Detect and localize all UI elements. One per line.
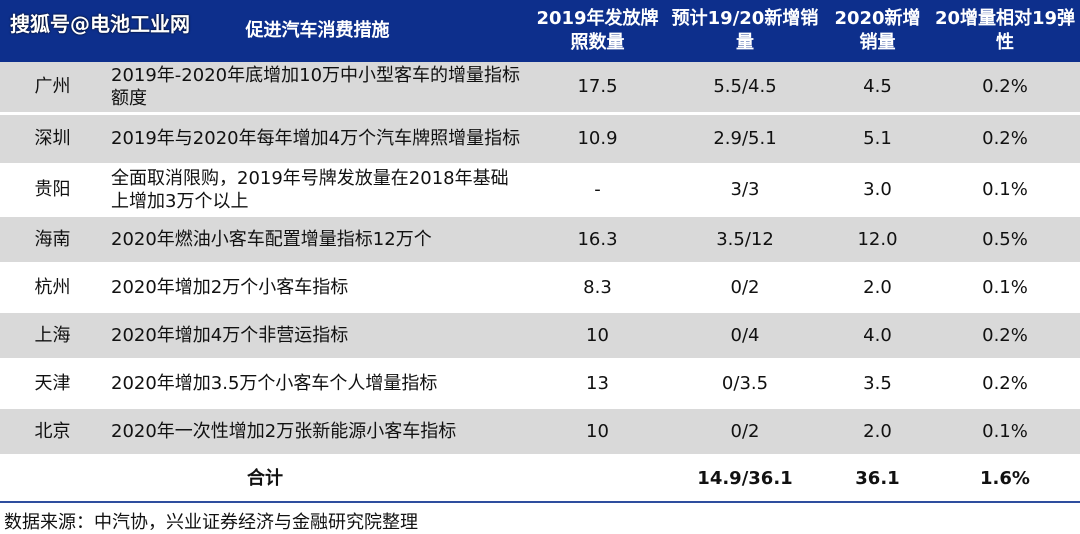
- measure-cell: 全面取消限购，2019年号牌发放量在2018年基础上增加3万个以上: [105, 164, 530, 217]
- measure-cell: 2020年一次性增加2万张新能源小客车指标: [105, 407, 530, 457]
- value-cell: 17.5: [530, 62, 665, 115]
- value-cell: 0.1%: [930, 164, 1080, 217]
- table-row: 杭州 2020年增加2万个小客车指标 8.3 0/2 2.0 0.1%: [0, 263, 1080, 313]
- value-cell: 12.0: [825, 215, 930, 265]
- city-cell: 贵阳: [0, 164, 105, 217]
- watermark: 搜狐号@电池工业网: [10, 12, 190, 36]
- value-cell: 0.5%: [930, 215, 1080, 265]
- measure-cell: 2020年增加2万个小客车指标: [105, 263, 530, 313]
- city-cell: 广州: [0, 62, 105, 115]
- column-header: [0, 0, 105, 62]
- measure-cell: 2019年与2020年每年增加4万个汽车牌照增量指标: [105, 113, 530, 166]
- value-cell: -: [530, 164, 665, 217]
- table-row: 贵阳 全面取消限购，2019年号牌发放量在2018年基础上增加3万个以上 -3/3 3…: [0, 164, 1080, 217]
- value-cell: 16.3: [530, 215, 665, 265]
- value-cell: 0/2: [665, 263, 825, 313]
- table-row: 北京 2020年一次性增加2万张新能源小客车指标 10 0/2 2.0 0.1%: [0, 407, 1080, 457]
- value-cell: 10: [530, 407, 665, 457]
- value-cell: 0/4: [665, 311, 825, 361]
- value-cell: 5.1: [825, 113, 930, 166]
- table-row: 广州 2019年-2020年底增加10万中小型客车的增量指标额度 17.5 5.5/4…: [0, 62, 1080, 115]
- column-header: 促进汽车消费措施: [105, 0, 530, 62]
- value-cell: 2.9/5.1: [665, 113, 825, 166]
- data-table: 促进汽车消费措施 2019年发放牌照数量 预计19/20新增销量 2020新增销量 20…: [0, 0, 1080, 503]
- column-header: 2019年发放牌照数量: [530, 0, 665, 62]
- column-header: 20增量相对19弹性: [930, 0, 1080, 62]
- value-cell: 4.0: [825, 311, 930, 361]
- value-cell: 0.1%: [930, 407, 1080, 457]
- city-cell: 天津: [0, 359, 105, 409]
- measure-cell: 2020年增加4万个非营运指标: [105, 311, 530, 361]
- value-cell: 10.9: [530, 113, 665, 166]
- measure-cell: 2020年燃油小客车配置增量指标12万个: [105, 215, 530, 265]
- value-cell: 0.2%: [930, 62, 1080, 115]
- value-cell: 3/3: [665, 164, 825, 217]
- column-header: 预计19/20新增销量: [665, 0, 825, 62]
- measure-cell: 2020年增加3.5万个小客车个人增量指标: [105, 359, 530, 409]
- column-header: 2020新增销量: [825, 0, 930, 62]
- total-cell: 1.6%: [930, 455, 1080, 503]
- city-cell: 深圳: [0, 113, 105, 166]
- value-cell: 3.5: [825, 359, 930, 409]
- table-row: 深圳 2019年与2020年每年增加4万个汽车牌照增量指标 10.9 2.9/5.1 5…: [0, 113, 1080, 166]
- value-cell: 4.5: [825, 62, 930, 115]
- total-row: 合计 14.9/36.1 36.1 1.6%: [0, 455, 1080, 503]
- total-cell: 36.1: [825, 455, 930, 503]
- value-cell: 3.5/12: [665, 215, 825, 265]
- city-cell: 杭州: [0, 263, 105, 313]
- value-cell: 3.0: [825, 164, 930, 217]
- total-cell: 14.9/36.1: [665, 455, 825, 503]
- value-cell: 0.2%: [930, 113, 1080, 166]
- total-label: 合计: [0, 455, 530, 503]
- table-row: 天津 2020年增加3.5万个小客车个人增量指标 13 0/3.5 3.5 0.2%: [0, 359, 1080, 409]
- value-cell: 0.2%: [930, 311, 1080, 361]
- value-cell: 13: [530, 359, 665, 409]
- value-cell: 2.0: [825, 263, 930, 313]
- city-cell: 上海: [0, 311, 105, 361]
- city-cell: 海南: [0, 215, 105, 265]
- value-cell: 10: [530, 311, 665, 361]
- table-row: 海南 2020年燃油小客车配置增量指标12万个 16.3 3.5/12 12.0 0.5%: [0, 215, 1080, 265]
- value-cell: 0/2: [665, 407, 825, 457]
- value-cell: 5.5/4.5: [665, 62, 825, 115]
- value-cell: 8.3: [530, 263, 665, 313]
- empty-cell: [530, 455, 665, 503]
- table-row: 上海 2020年增加4万个非营运指标 10 0/4 4.0 0.2%: [0, 311, 1080, 361]
- source-note: 数据来源：中汽协，兴业证券经济与金融研究院整理: [4, 512, 418, 533]
- header-row: 促进汽车消费措施 2019年发放牌照数量 预计19/20新增销量 2020新增销量 20…: [0, 0, 1080, 62]
- city-cell: 北京: [0, 407, 105, 457]
- value-cell: 0/3.5: [665, 359, 825, 409]
- value-cell: 0.1%: [930, 263, 1080, 313]
- value-cell: 2.0: [825, 407, 930, 457]
- measure-cell: 2019年-2020年底增加10万中小型客车的增量指标额度: [105, 62, 530, 115]
- value-cell: 0.2%: [930, 359, 1080, 409]
